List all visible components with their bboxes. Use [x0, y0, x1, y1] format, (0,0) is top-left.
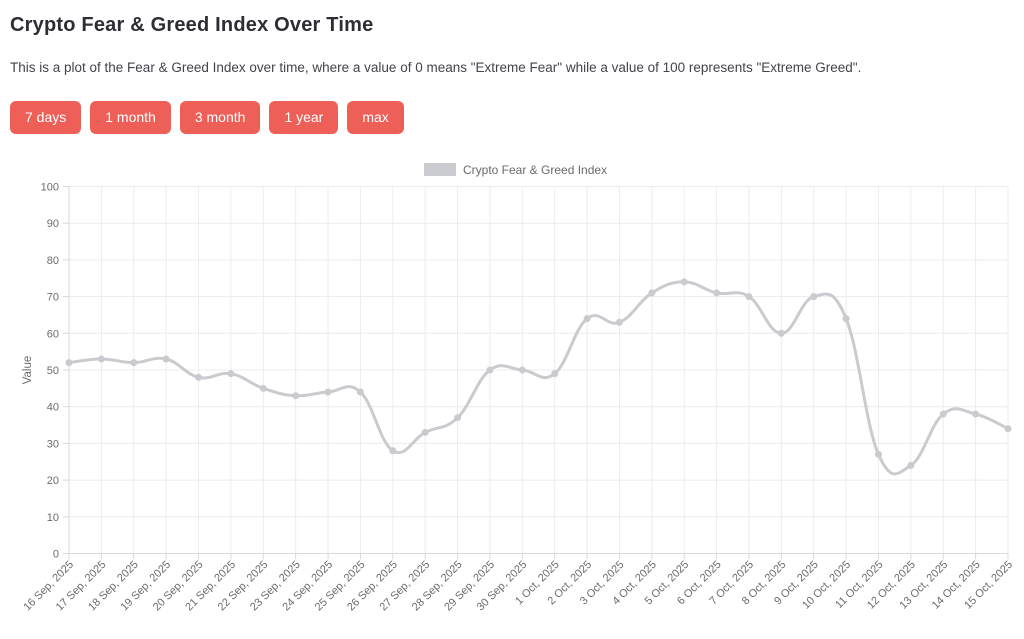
data-point[interactable] [389, 447, 397, 455]
data-point[interactable] [972, 410, 980, 418]
data-point[interactable] [518, 366, 526, 374]
y-tick-label: 100 [41, 182, 59, 194]
data-point[interactable] [324, 388, 332, 396]
data-point[interactable] [162, 355, 170, 363]
y-tick-label: 20 [47, 475, 59, 487]
data-point[interactable] [810, 293, 818, 301]
y-tick-label: 90 [47, 218, 59, 230]
page-description: This is a plot of the Fear & Greed Index… [10, 60, 862, 75]
data-point[interactable] [648, 289, 656, 297]
data-point[interactable] [130, 359, 138, 367]
y-tick-label: 30 [47, 438, 59, 450]
data-point[interactable] [421, 428, 429, 436]
y-tick-label: 10 [47, 512, 59, 524]
data-point[interactable] [454, 414, 462, 422]
page: Crypto Fear & Greed Index Over Time This… [0, 14, 1024, 134]
data-point[interactable] [777, 329, 785, 337]
data-point[interactable] [259, 384, 267, 392]
range-button-7-days[interactable]: 7 days [10, 101, 82, 134]
data-point[interactable] [486, 366, 494, 374]
data-point[interactable] [583, 315, 591, 323]
y-tick-label: 0 [53, 549, 59, 561]
data-point[interactable] [939, 410, 947, 418]
y-axis-title: Value [22, 356, 34, 385]
range-button-3-month[interactable]: 3 month [179, 101, 261, 134]
data-point[interactable] [713, 289, 721, 297]
data-point[interactable] [356, 388, 364, 396]
chart-container: 0 10 20 30 40 50 60 70 80 90 100 16 Sep, 2025 17 Sep… [0, 155, 1024, 625]
data-point[interactable] [907, 461, 915, 469]
data-point[interactable] [874, 450, 882, 458]
data-point[interactable] [65, 359, 73, 367]
y-tick-label: 60 [47, 328, 59, 340]
data-point[interactable] [195, 373, 203, 381]
page-title: Crypto Fear & Greed Index Over Time [10, 14, 374, 36]
range-button-1-month[interactable]: 1 month [90, 101, 171, 134]
y-tick-label: 70 [47, 292, 59, 304]
y-tick-label: 40 [47, 402, 59, 414]
data-point[interactable] [227, 370, 235, 378]
data-point[interactable] [745, 293, 753, 301]
range-buttons: 7 days 1 month 3 month 1 year max [10, 101, 1014, 134]
data-point[interactable] [292, 392, 300, 400]
data-point[interactable] [551, 370, 559, 378]
data-point[interactable] [680, 278, 688, 286]
data-point[interactable] [1004, 425, 1012, 433]
legend-label[interactable]: Crypto Fear & Greed Index [463, 163, 607, 177]
data-point[interactable] [842, 315, 850, 323]
range-button-max[interactable]: max [347, 101, 404, 134]
series-line [67, 280, 1010, 476]
y-tick-label: 50 [47, 365, 59, 377]
range-button-1-year[interactable]: 1 year [269, 101, 339, 134]
data-point[interactable] [97, 355, 105, 363]
y-tick-label: 80 [47, 255, 59, 267]
legend-swatch[interactable] [424, 163, 456, 176]
data-point[interactable] [615, 318, 623, 326]
